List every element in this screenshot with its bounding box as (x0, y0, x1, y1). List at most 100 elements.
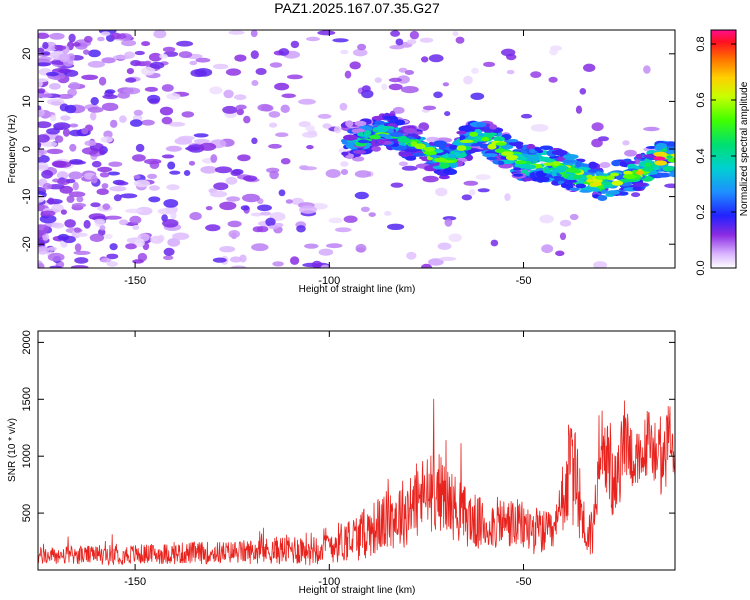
heatmap-speckle (404, 70, 414, 75)
heatmap-speckle (125, 243, 137, 250)
heatmap-speckle (144, 60, 152, 65)
heatmap-speckle (129, 215, 142, 224)
heatmap-speckle (235, 104, 247, 110)
heatmap-ridge-cell (394, 119, 406, 126)
heatmap-ridge-cell (611, 159, 622, 167)
heatmap-speckle (69, 143, 77, 152)
heatmap-speckle (57, 94, 74, 99)
heatmap-speckle (214, 166, 233, 174)
heatmap-ridge-core (439, 162, 450, 169)
heatmap-speckle (157, 208, 174, 215)
heatmap-speckle (38, 109, 43, 118)
heatmap-speckle (41, 141, 58, 147)
heatmap-speckle (125, 77, 137, 83)
heatmap-speckle (51, 203, 64, 213)
heatmap-speckle (384, 211, 392, 216)
heatmap-speckle (133, 179, 150, 188)
heatmap-speckle (475, 174, 491, 181)
heatmap-speckle (101, 57, 116, 64)
heatmap-speckle (190, 69, 207, 78)
heatmap-speckle (133, 174, 141, 180)
heatmap-speckle (178, 135, 195, 141)
heatmap-ridge-cell (507, 139, 519, 143)
heatmap-speckle (278, 189, 286, 197)
colorbar-tick-label: 0.0 (695, 260, 707, 275)
heatmap-speckle (98, 76, 107, 86)
colorbar-ticks: 0.0 0.2 0.4 0.6 0.8 (695, 36, 736, 276)
heatmap-speckle (548, 76, 558, 83)
heatmap-speckle (409, 30, 419, 40)
heatmap-speckle (157, 234, 165, 242)
heatmap-speckle (643, 65, 651, 74)
heatmap-speckle (643, 126, 660, 132)
heatmap-speckle (242, 193, 260, 203)
heatmap-speckle (38, 62, 51, 67)
heatmap-ridge-cell (632, 187, 642, 191)
heatmap-ridge-core (423, 147, 436, 152)
heatmap-ridge-cell (483, 128, 495, 133)
heatmap-speckle (268, 225, 279, 230)
heatmap-speckle (428, 258, 444, 266)
heatmap-speckle (50, 114, 57, 122)
heatmap-speckle (148, 185, 160, 191)
heatmap-speckle (40, 210, 56, 217)
heatmap-speckle (421, 263, 432, 268)
heatmap-speckle (251, 137, 258, 145)
heatmap-ridge-core (501, 144, 514, 150)
heatmap-ridge-cell (565, 179, 579, 183)
heatmap-speckle (159, 106, 174, 116)
heatmap-speckle (103, 130, 113, 139)
heatmap-ridge-core (459, 139, 474, 143)
heatmap-ridge-core (551, 161, 561, 166)
heatmap-ridge-cell (343, 134, 358, 141)
heatmap-ridge-cell (600, 189, 608, 194)
heatmap-speckle (159, 53, 168, 59)
heatmap-speckle (91, 160, 102, 168)
heatmap-speckle (47, 197, 55, 205)
heatmap-ridge-cell (605, 190, 620, 196)
heatmap-speckle (389, 45, 405, 50)
heatmap-ridge-cell (623, 158, 632, 162)
heatmap-speckle (49, 32, 65, 40)
heatmap-ridge-core (654, 160, 667, 166)
heatmap-speckle (165, 145, 182, 152)
heatmap-ridge-cell (560, 183, 568, 188)
heatmap-ridge-cell (513, 173, 523, 177)
heatmap-speckle (334, 227, 352, 233)
heatmap-ridge-cell (635, 153, 643, 160)
heatmap-speckle (285, 199, 293, 204)
heatmap-speckle (530, 71, 542, 78)
heatmap-speckle (148, 196, 161, 203)
heatmap-ridge-core (586, 178, 594, 183)
heatmap-ridge-core (364, 130, 372, 136)
heatmap-speckle (144, 86, 158, 92)
heatmap-speckle (398, 161, 408, 167)
heatmap-speckle (84, 140, 97, 147)
heatmap-speckle (228, 230, 240, 238)
heatmap-speckle (225, 176, 238, 185)
heatmap-speckle (349, 61, 361, 70)
heatmap-speckle (109, 243, 118, 251)
heatmap-speckle (125, 208, 143, 214)
heatmap-speckle (355, 243, 367, 253)
heatmap-speckle (119, 193, 138, 199)
y-tick-label: 20 (21, 48, 33, 60)
heatmap-speckle (102, 94, 118, 100)
heatmap-speckle (118, 33, 127, 39)
heatmap-ridge-core (434, 157, 447, 163)
heatmap-speckle (147, 173, 158, 179)
heatmap-speckle (69, 159, 83, 165)
heatmap-speckle (268, 143, 282, 149)
heatmap-ridge-cell (561, 159, 577, 164)
heatmap-ridge-core (430, 154, 439, 158)
heatmap-speckle (305, 125, 315, 132)
heatmap-speckle (422, 175, 439, 183)
heatmap-speckle (167, 238, 181, 247)
heatmap-speckle (250, 212, 263, 217)
snr-series-line (38, 398, 675, 567)
heatmap-speckle (38, 134, 50, 143)
heatmap-speckle (100, 31, 111, 36)
heatmap-speckle (166, 93, 181, 100)
x-tick-label: -50 (516, 576, 532, 588)
heatmap-speckle (58, 53, 70, 63)
